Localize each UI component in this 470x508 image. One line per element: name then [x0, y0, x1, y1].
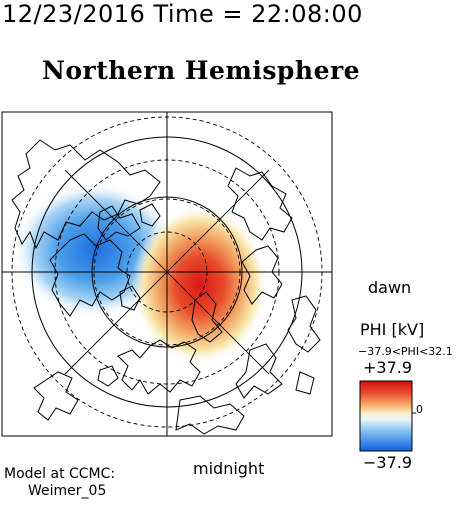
model-source-label: Model at CCMC: [4, 466, 116, 482]
model-name-label: Weimer_05 [28, 483, 107, 499]
colorbar-title: PHI [kV] [360, 320, 425, 339]
time-text: Time = 22:08:00 [153, 0, 363, 28]
colorbar-max-label: +37.9 [363, 358, 413, 377]
positive-potential-cell [132, 205, 268, 365]
map-title: Northern Hemisphere [42, 56, 361, 85]
colorbar-range: −37.9<PHI<32.1 [358, 345, 453, 358]
colorbar-min-label: −37.9 [363, 453, 413, 472]
dawn-label: dawn [368, 278, 412, 297]
coastlines [11, 139, 321, 435]
midnight-label: midnight [193, 459, 265, 478]
timestamp-header: 12/23/2016 Time = 22:08:00 [2, 0, 363, 28]
colorbar-gradient [359, 380, 413, 452]
colorbar-zero-label: 0 [416, 403, 423, 416]
map-grid [2, 112, 332, 436]
date-text: 12/23/2016 [2, 0, 146, 28]
